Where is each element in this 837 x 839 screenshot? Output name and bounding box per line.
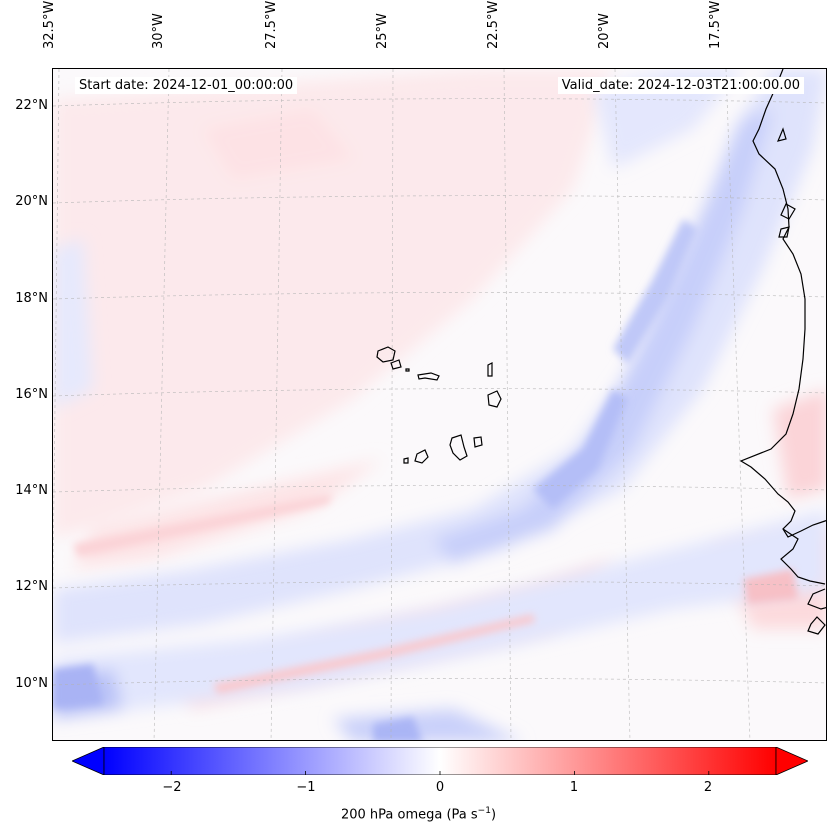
cape-verde-islands (376, 346, 502, 464)
west-africa-coastline (739, 69, 826, 538)
lon-label: 25°W (375, 13, 390, 49)
lat-label: 14°N (15, 483, 48, 498)
island-santiago (449, 434, 468, 461)
colorbar (72, 747, 808, 775)
coastlines (739, 69, 826, 635)
colorbar-tick-label: −2 (162, 780, 182, 795)
lon-label: 20°W (597, 13, 612, 49)
lat-label: 10°N (15, 676, 48, 691)
island-sao-nicolau (417, 372, 440, 381)
colorbar-tick-label: 1 (569, 780, 579, 795)
island-fogo (414, 449, 429, 464)
colorbar-tick-label: 0 (435, 780, 445, 795)
colorbar-title: 200 hPa omega (Pa s−1) (340, 806, 497, 823)
negative-omega-bands (53, 69, 826, 740)
lat-label: 12°N (15, 579, 48, 594)
colorbar-min-extend (72, 747, 105, 775)
colorbar-tick-label: −1 (296, 780, 316, 795)
colorbar-tick-marks (170, 771, 710, 775)
lon-label: 32.5°W (42, 0, 57, 49)
map-panel[interactable]: Start date: 2024-12-01_00:00:00 Valid_da… (52, 68, 827, 741)
graticule (53, 69, 826, 740)
island-santo-antao (376, 346, 396, 363)
lon-label: 17.5°W (708, 0, 723, 49)
island-brava (403, 457, 409, 464)
island-sal (487, 362, 493, 377)
omega-field-map (53, 69, 826, 740)
lat-label: 22°N (15, 98, 48, 113)
start-date-label: Start date: 2024-12-01_00:00:00 (75, 77, 298, 94)
lon-label: 27.5°W (264, 0, 279, 49)
lat-label: 20°N (15, 194, 48, 209)
colorbar-max-extend (775, 747, 808, 775)
colorbar-gradient (103, 747, 777, 775)
positive-omega-streaks (73, 494, 798, 694)
island-santa-luzia (405, 368, 410, 372)
lon-label: 30°W (151, 13, 166, 49)
island-boa-vista (487, 390, 502, 408)
lat-label: 18°N (15, 291, 48, 306)
colorbar-tick-label: 2 (703, 780, 713, 795)
lon-label: 22.5°W (486, 0, 501, 49)
valid-date-label: Valid_date: 2024-12-03T21:00:00.00 (557, 77, 804, 94)
strong-descent-cores (53, 219, 698, 740)
island-maio (473, 436, 483, 448)
island-sao-vicente (390, 359, 402, 370)
lat-label: 16°N (15, 387, 48, 402)
